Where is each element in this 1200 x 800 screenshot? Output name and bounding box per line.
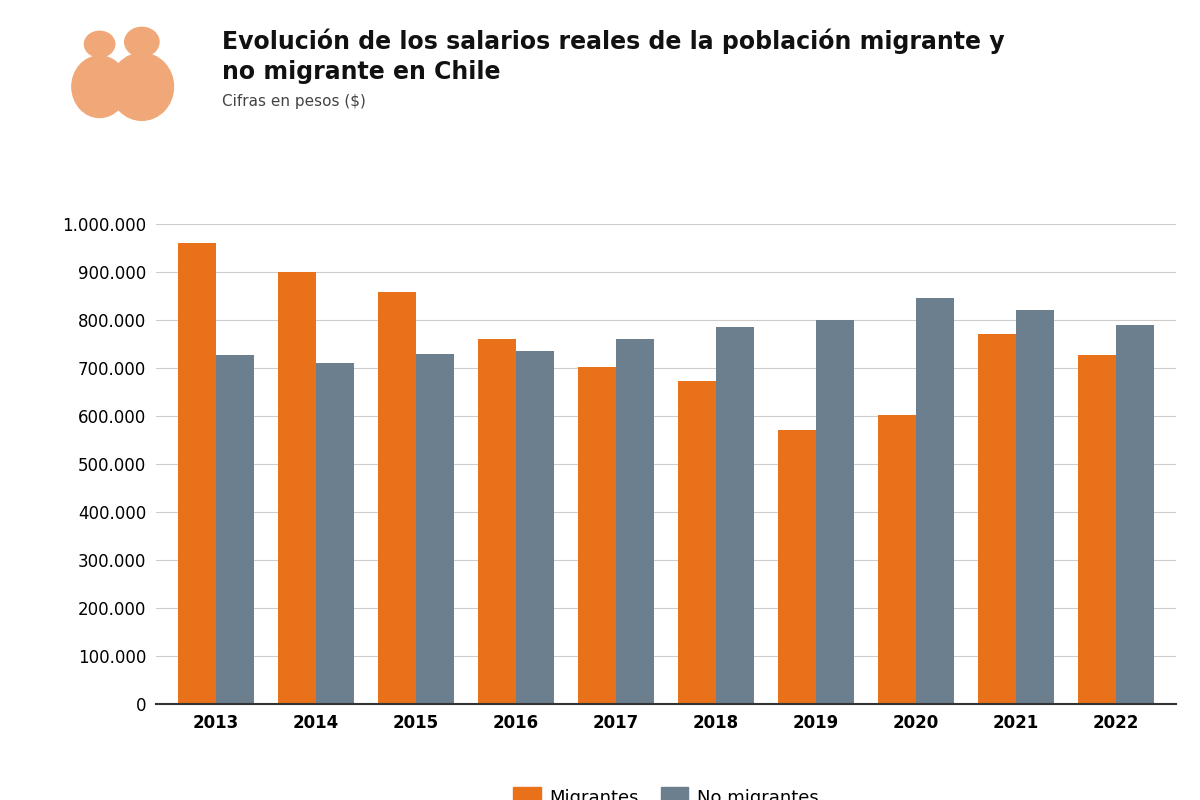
- Text: Evolución de los salarios reales de la población migrante y: Evolución de los salarios reales de la p…: [222, 28, 1004, 54]
- Bar: [516, 351, 554, 704]
- Circle shape: [125, 27, 158, 57]
- Ellipse shape: [110, 53, 174, 120]
- Bar: [978, 334, 1016, 704]
- Bar: [178, 243, 216, 704]
- Bar: [716, 327, 754, 704]
- Bar: [1116, 325, 1154, 704]
- Bar: [416, 354, 454, 704]
- Bar: [878, 414, 916, 704]
- Text: no migrante en Chile: no migrante en Chile: [222, 60, 500, 84]
- Bar: [1078, 355, 1116, 704]
- Bar: [1016, 310, 1054, 704]
- Bar: [216, 354, 254, 704]
- Bar: [278, 272, 316, 704]
- Circle shape: [84, 31, 115, 57]
- Bar: [816, 320, 854, 704]
- Bar: [578, 366, 616, 704]
- Ellipse shape: [72, 56, 127, 118]
- Bar: [678, 381, 716, 704]
- Bar: [316, 363, 354, 704]
- Bar: [378, 292, 416, 704]
- Bar: [478, 339, 516, 704]
- Bar: [778, 430, 816, 704]
- Text: Cifras en pesos ($): Cifras en pesos ($): [222, 94, 366, 110]
- Bar: [916, 298, 954, 704]
- Legend: Migrantes, No migrantes: Migrantes, No migrantes: [506, 780, 826, 800]
- Bar: [616, 339, 654, 704]
